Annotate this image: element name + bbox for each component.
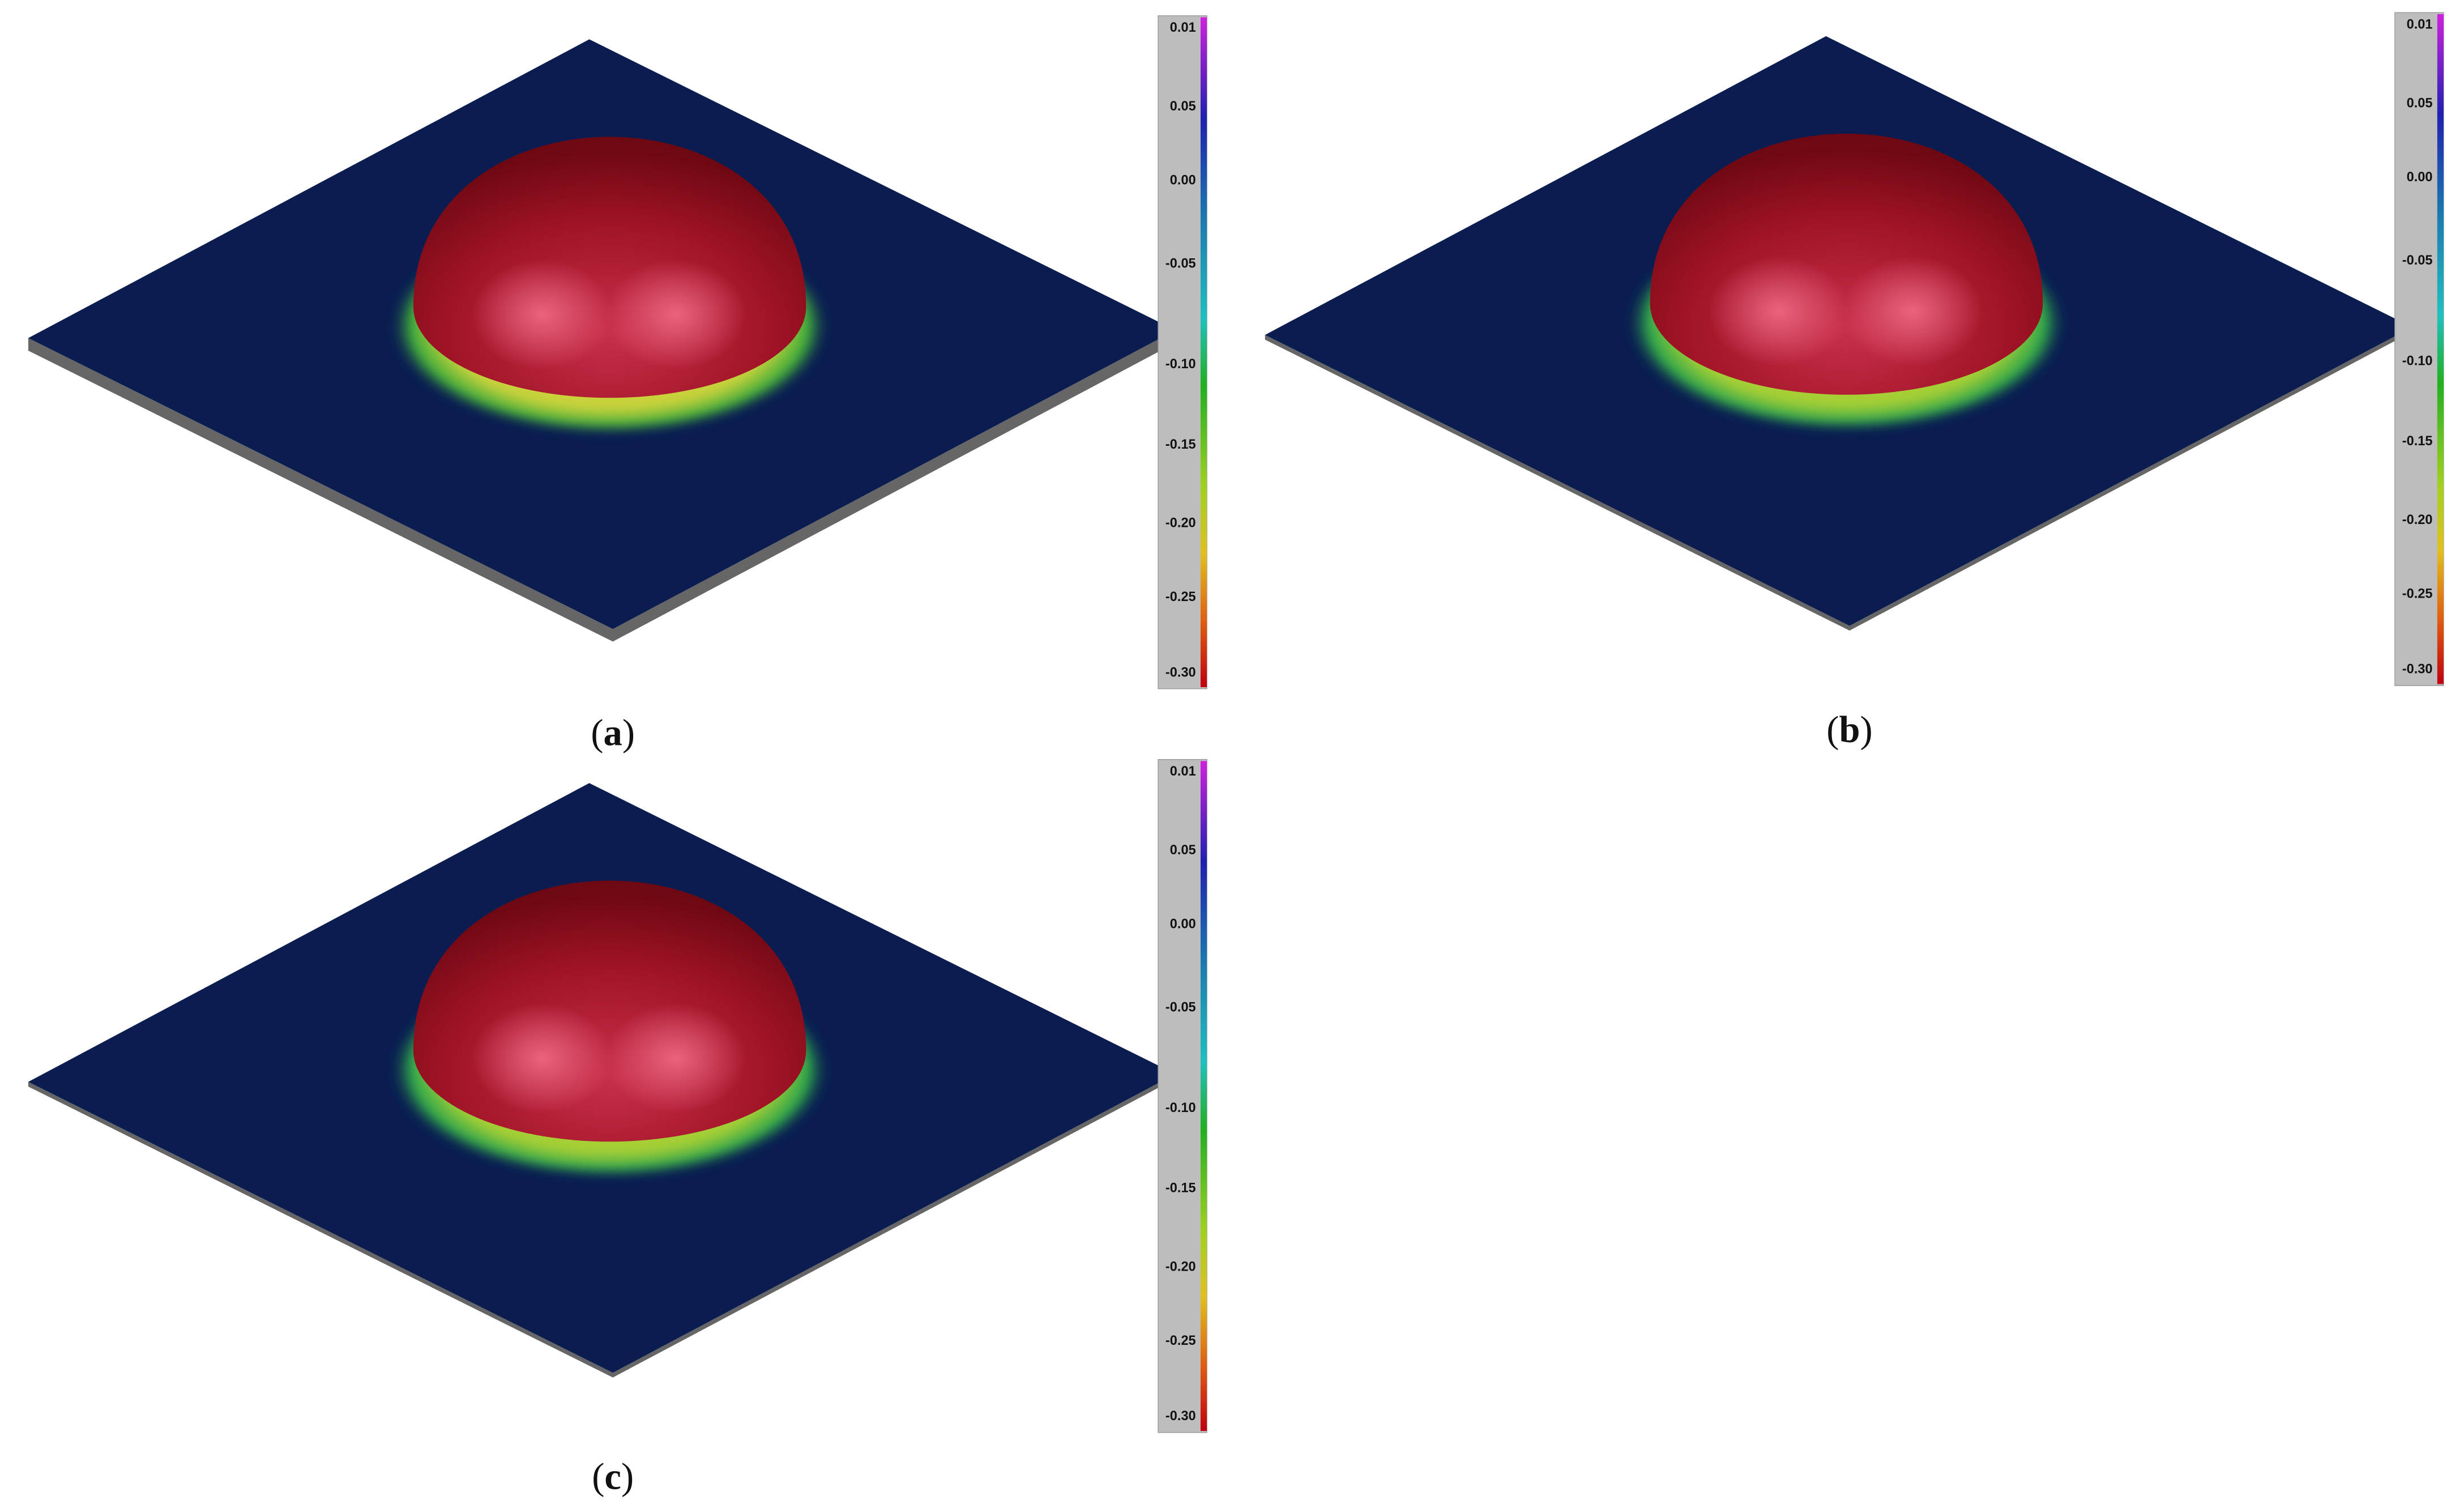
- colorbar-label: -0.05: [1165, 1000, 1196, 1015]
- colorbar-label: -0.10: [1165, 356, 1196, 371]
- panel: 0.01 0.05 0.00 -0.05 -0.10 -0.15 -0.20 -0.25 -0.…: [28, 15, 1207, 754]
- highlight: [1708, 256, 1850, 367]
- colorbar-label: -0.15: [1165, 1181, 1196, 1195]
- colorbar-label: 0.01: [1170, 20, 1196, 35]
- colorbar-label: 0.00: [1170, 916, 1196, 931]
- caption-letter: a: [604, 713, 622, 754]
- caption-close: ): [621, 1456, 634, 1498]
- colorbar-label: 0.01: [1170, 764, 1196, 778]
- colorbar-label: -0.15: [2402, 433, 2433, 448]
- caption-open: (: [592, 1456, 604, 1498]
- highlight: [605, 259, 747, 370]
- colorbar-label: -0.30: [1165, 1408, 1196, 1423]
- colorbar-strip: [1201, 761, 1207, 1431]
- colorbar-label: 0.00: [2407, 169, 2433, 184]
- colorbar-label: -0.05: [2402, 253, 2433, 267]
- colorbar-label: 0.05: [1170, 842, 1196, 857]
- colorbar-label: -0.10: [1165, 1100, 1196, 1115]
- caption-open: (: [1826, 709, 1839, 751]
- colorbar-label: 0.01: [2407, 17, 2433, 32]
- caption-close: ): [622, 713, 635, 754]
- colorbar-label: -0.20: [1165, 516, 1196, 530]
- colorbar-label: -0.05: [1165, 256, 1196, 271]
- colorbar-label: -0.25: [2402, 586, 2433, 600]
- colorbar-strip: [1201, 17, 1207, 688]
- caption-close: ): [1860, 709, 1873, 751]
- caption-open: (: [591, 713, 603, 754]
- colorbar-label: 0.00: [1170, 172, 1196, 187]
- colorbar-bg: [2394, 12, 2444, 686]
- colorbar-strip: [2437, 14, 2444, 684]
- highlight: [471, 259, 613, 370]
- caption-letter: b: [1839, 709, 1860, 751]
- highlight: [1842, 256, 1983, 367]
- caption-letter: c: [604, 1456, 621, 1498]
- colorbar-label: 0.05: [1170, 99, 1196, 113]
- colorbar-label: -0.15: [1165, 437, 1196, 451]
- colorbar-label: -0.20: [2402, 512, 2433, 527]
- colorbar-label: -0.20: [1165, 1259, 1196, 1274]
- panel: 0.01 0.05 0.00 -0.05 -0.10 -0.15 -0.20 -0.25 -0.…: [1265, 12, 2444, 751]
- highlight: [471, 1003, 613, 1114]
- caption: (b): [1826, 709, 1872, 751]
- caption: (c): [592, 1456, 634, 1498]
- caption: (a): [591, 713, 635, 754]
- colorbar-bg: [1158, 15, 1207, 689]
- colorbar-label: -0.25: [1165, 1333, 1196, 1348]
- highlight: [605, 1003, 747, 1114]
- colorbar-label: -0.30: [2402, 662, 2433, 676]
- colorbar-label: -0.10: [2402, 353, 2433, 368]
- panel: 0.01 0.05 0.00 -0.05 -0.10 -0.15 -0.20 -0.25 -0.…: [28, 759, 1207, 1498]
- colorbar-label: 0.05: [2407, 95, 2433, 110]
- colorbar-bg: [1158, 759, 1207, 1433]
- colorbar-label: -0.25: [1165, 589, 1196, 604]
- colorbar-label: -0.30: [1165, 664, 1196, 679]
